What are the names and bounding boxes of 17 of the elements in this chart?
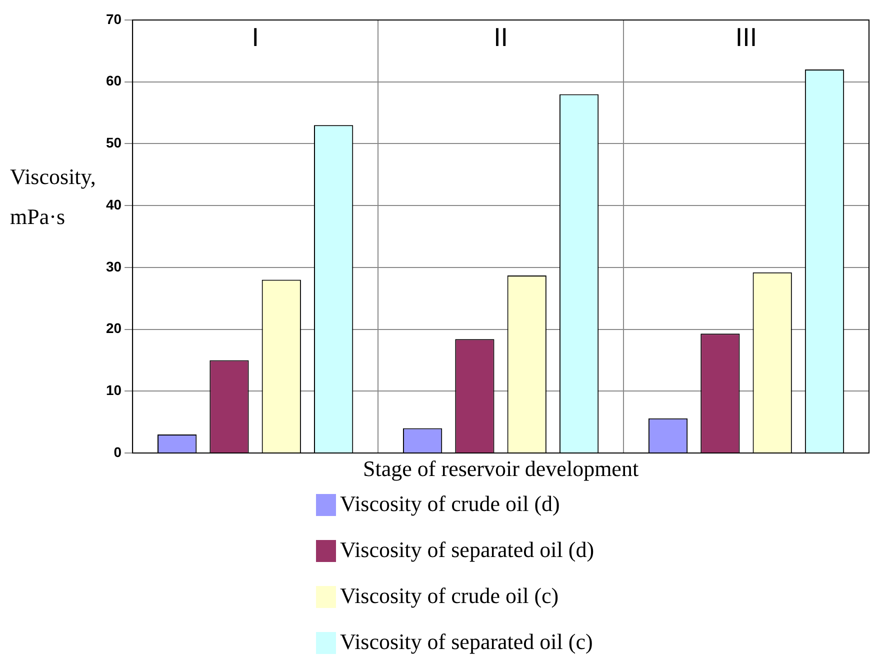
legend-label: Viscosity of separated oil (d)	[340, 536, 594, 562]
y-axis-title: Viscosity, mPa·s	[10, 164, 96, 229]
legend-label: Viscosity of crude oil (d)	[340, 490, 560, 516]
y-tick-label: 50	[106, 134, 122, 151]
y-tick-label: 20	[106, 320, 122, 336]
y-tick-label: 0	[114, 444, 122, 460]
y-tick-label: 60	[106, 72, 122, 89]
x-tick-label: II	[494, 22, 508, 52]
x-axis-title: Stage of reservoir development	[363, 456, 639, 481]
y-tick-label: 10	[106, 382, 122, 398]
y-tick-label: 30	[106, 258, 122, 274]
x-tick-label: I	[252, 22, 259, 52]
x-tick-label: III	[735, 22, 758, 52]
y-tick-label: 40	[106, 196, 122, 212]
legend-label: Viscosity of separated oil (c)	[340, 628, 593, 654]
legend-label: Viscosity of crude oil (c)	[340, 582, 559, 608]
y-tick-label: 70	[106, 10, 122, 27]
